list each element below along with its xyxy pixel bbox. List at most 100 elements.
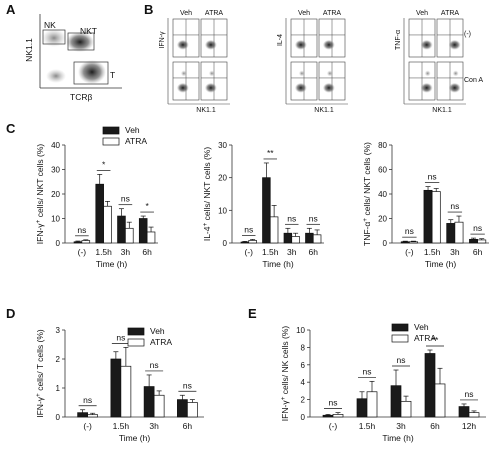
significance-label: ns <box>397 355 406 365</box>
y-axis-label-rest: cells/ NKT cells (%) <box>35 144 45 220</box>
bar-veh <box>77 412 88 418</box>
chart-C2: 0 10 20 30 IL-4+ cells/ NKT cells (%) Time (h… <box>202 141 324 269</box>
bar-atra <box>146 231 156 244</box>
bar-veh <box>177 399 188 418</box>
nkt-gate <box>67 32 95 51</box>
x-tick-label: 1.5h <box>262 247 279 257</box>
panel-b-col-label: Veh <box>298 10 310 17</box>
bar-veh <box>458 406 470 418</box>
y-tick-label: 20 <box>218 174 227 183</box>
y-tick-label: 8 <box>301 343 306 352</box>
significance-label: ** <box>267 148 274 158</box>
y-tick-label: 20 <box>51 190 60 199</box>
flow-population <box>176 39 189 50</box>
bar-atra <box>332 414 344 418</box>
x-tick-label: 6h <box>430 421 440 431</box>
panel-b-flow-grid: Veh ATRA IFN-γ NK1.1 Veh ATRA IL-4 NK1.1 Veh ATRA… <box>159 10 483 114</box>
panel-b-ylabel: IL-4 <box>277 34 284 46</box>
significance-label: ns <box>287 213 296 223</box>
chart-C3: 0 20 40 60 80 TNF-α+ cells/ NKT cells (%) Time… <box>362 141 489 269</box>
legend-label-atra: ATRA <box>150 337 172 347</box>
panel-b-col-label: ATRA <box>323 10 341 17</box>
panel-b-ylabel: TNF-α <box>395 30 402 50</box>
panel-a-xlabel: TCRβ <box>70 92 92 102</box>
y-tick-label: 30 <box>218 141 227 150</box>
x-axis-label: Time (h) <box>382 433 413 443</box>
flow-population <box>448 82 461 93</box>
bar-veh <box>400 241 410 244</box>
x-tick-label: (-) <box>329 421 338 431</box>
legend-swatch-atra <box>127 338 145 347</box>
bar-veh <box>322 414 334 418</box>
y-tick-label: 0 <box>223 239 228 248</box>
nkt-population <box>66 32 94 52</box>
y-axis-label: IFN-γ+ cells/ T cells (%) <box>35 329 46 418</box>
significance-label: ns <box>309 213 318 223</box>
bar-veh <box>262 177 271 244</box>
chart-C1: 0 10 20 30 40 IFN-γ+ cells/ NKT cells (%) Time… <box>35 125 158 269</box>
panel-b-col-label: Veh <box>180 10 192 17</box>
bar-atra <box>477 239 487 244</box>
flow-population <box>294 82 307 93</box>
flow-population <box>176 82 189 93</box>
significance-label: ns <box>116 332 125 342</box>
y-tick-label: 6 <box>301 361 306 370</box>
x-axis-label: Time (h) <box>425 259 456 269</box>
y-axis-label-rest: cells/ NK cells (%) <box>280 326 290 397</box>
bar-atra <box>187 402 198 418</box>
panel-label-e: E <box>248 306 257 321</box>
bar-veh <box>95 183 104 244</box>
significance-label: ns <box>150 360 159 370</box>
flow-population <box>204 82 217 93</box>
bar-atra <box>409 241 418 244</box>
significance-label: ns <box>405 226 414 236</box>
legend-swatch-atra <box>102 137 120 146</box>
y-axis-label-rest: cells/ T cells (%) <box>35 329 45 393</box>
y-axis-label-sup: + <box>362 218 369 222</box>
x-axis-label: Time (h) <box>262 259 293 269</box>
x-tick-label: 6h <box>473 247 483 257</box>
panel-label-a: A <box>6 2 16 17</box>
bar-veh <box>356 398 368 418</box>
y-axis-label-sup: + <box>35 393 42 397</box>
x-tick-label: 1.5h <box>113 421 130 431</box>
bar-veh <box>143 386 155 418</box>
bar-veh <box>240 241 250 244</box>
x-tick-label: (-) <box>405 247 414 257</box>
chart-E: 0 2 4 6 8 10 IFN-γ+ cells/ NK cells (%) Time (h… <box>280 322 486 443</box>
y-tick-label: 60 <box>378 166 387 175</box>
x-tick-label: 3h <box>121 247 131 257</box>
flow-population <box>322 82 335 93</box>
t-population <box>78 60 106 84</box>
flow-positive-population <box>298 70 305 77</box>
x-tick-label: 6h <box>309 247 319 257</box>
y-tick-label: 2 <box>56 355 61 364</box>
bar-veh <box>305 232 314 244</box>
bar-atra <box>248 240 257 244</box>
y-tick-label: 10 <box>296 326 305 335</box>
panel-b-col-label: Veh <box>416 10 428 17</box>
y-tick-label: 2 <box>301 396 306 405</box>
legend-swatch-veh <box>391 323 409 332</box>
significance-label: ns <box>183 380 192 390</box>
flow-positive-population <box>424 70 431 77</box>
y-tick-label: 0 <box>56 413 61 422</box>
significance-label: ns <box>363 366 372 376</box>
significance-label: ns <box>450 201 459 211</box>
flow-population <box>204 39 217 50</box>
bar-veh <box>446 223 456 244</box>
panel-b-col-label: ATRA <box>441 10 459 17</box>
y-axis-label-marker: IL-4 <box>202 226 212 241</box>
bar-veh <box>138 218 148 244</box>
legend-swatch-atra <box>391 334 409 343</box>
bar-veh <box>390 385 402 418</box>
significance-label: ns <box>77 225 86 235</box>
flow-positive-population <box>180 70 187 77</box>
bar-atra <box>103 205 112 244</box>
bar-veh <box>424 353 436 418</box>
y-axis-label-sup: + <box>35 219 42 223</box>
y-tick-label: 1 <box>56 384 61 393</box>
